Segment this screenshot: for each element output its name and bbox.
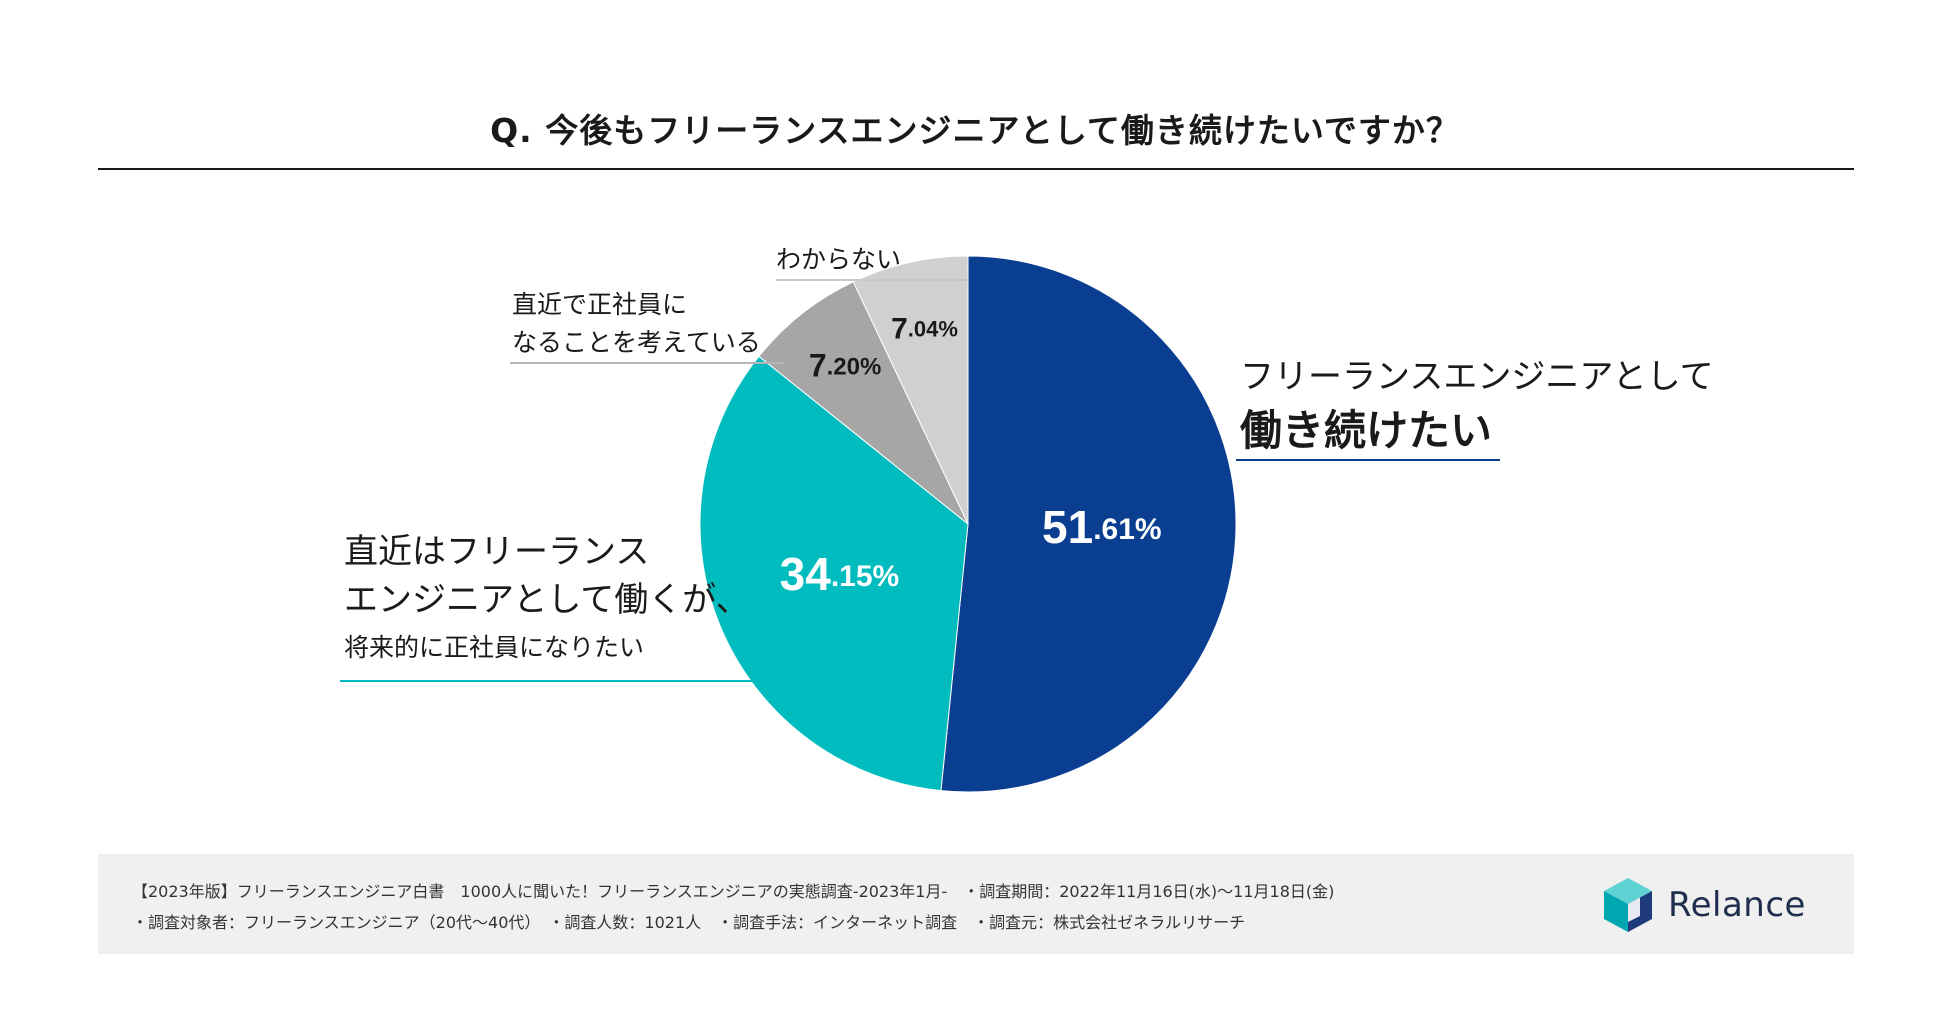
chart-title: Q. 今後もフリーランスエンジニアとして働き続けたいですか？	[490, 111, 1460, 150]
pie-slice-soon-fulltime	[758, 281, 969, 525]
source-line-2: ・調査対象者：フリーランスエンジニア（20代〜40代） ・調査人数：1021人 …	[132, 913, 1246, 932]
label-soon-fulltime-line2: なることを考えている	[512, 328, 761, 357]
label-soon-fulltime-line1: 直近で正社員に	[512, 290, 688, 319]
source-line-1: 【2023年版】フリーランスエンジニア白書 1000人に聞いた！フリーランスエン…	[132, 882, 1335, 901]
pie-slice-continue-freelance	[940, 255, 1237, 793]
label-future-fulltime-line1: 直近はフリーランス	[344, 532, 650, 572]
value-label-soon-fulltime: 7.20%	[809, 348, 882, 384]
title-divider	[98, 168, 1854, 170]
source-footer: 【2023年版】フリーランスエンジニア白書 1000人に聞いた！フリーランスエン…	[98, 854, 1854, 954]
pie-slice-future-fulltime	[699, 355, 969, 792]
label-continue-freelance: フリーランスエンジニアとして 働き続けたい	[1240, 350, 1714, 458]
label-future-fulltime: 直近はフリーランス エンジニアとして働くが、 将来的に正社員になりたい	[344, 528, 750, 672]
value-label-continue-freelance: 51.61%	[1042, 501, 1162, 553]
label-continue-freelance-line2: 働き続けたい	[1240, 406, 1493, 455]
relance-cube-icon	[1604, 878, 1652, 932]
label-future-fulltime-line3: 将来的に正社員になりたい	[344, 633, 645, 662]
value-label-unknown: 7.04%	[891, 312, 958, 345]
value-label-future-fulltime: 34.15%	[780, 548, 900, 600]
label-soon-fulltime: 直近で正社員に なることを考えている	[512, 286, 761, 362]
logo-text: Relance	[1668, 885, 1806, 925]
relance-logo: Relance	[1602, 876, 1806, 934]
label-future-fulltime-line2: エンジニアとして働くが、	[344, 580, 750, 620]
label-continue-freelance-line1: フリーランスエンジニアとして	[1240, 357, 1714, 397]
label-unknown: わからない	[776, 245, 902, 274]
